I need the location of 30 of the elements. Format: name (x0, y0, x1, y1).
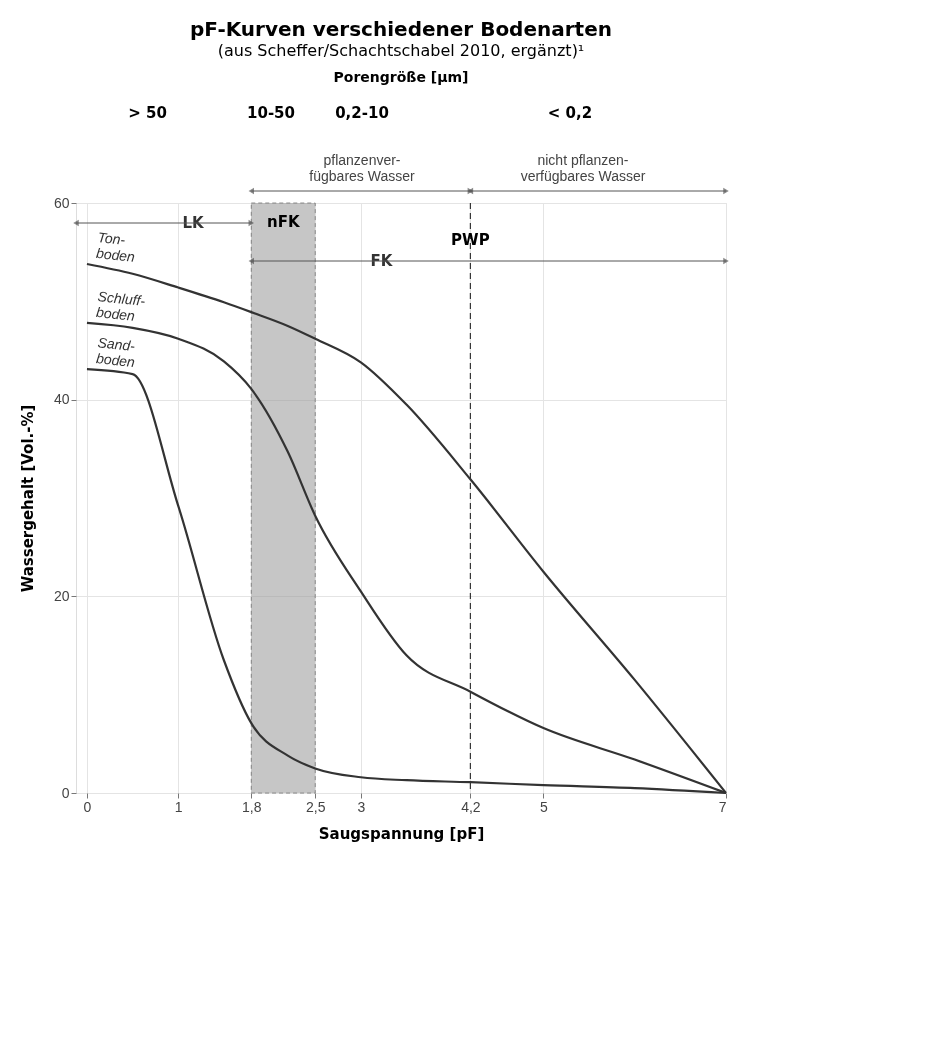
text: < 0,2 (547, 104, 593, 122)
text: 0,2-10 (335, 104, 389, 122)
text: Ton- boden (95, 229, 136, 265)
chart-title: pF-Kurven verschiedener Bodenarten (190, 17, 612, 41)
x-tick-label: 2,5 (305, 798, 326, 815)
y-axis-title: Wassergehalt [Vol.-%] (18, 404, 37, 593)
text: Porengröße [µm] (333, 69, 469, 85)
y-tick-label: 0 (61, 784, 70, 801)
x-tick-label: 3 (357, 798, 366, 815)
text: Schluff- boden (95, 288, 147, 324)
text: 10-50 (247, 104, 295, 122)
y-tick-label: 40 (53, 391, 70, 408)
x-axis-title: Saugspannung [pF] (318, 824, 485, 843)
y-tick-label: 60 (53, 194, 70, 211)
x-tick-label: 1,8 (242, 798, 262, 815)
x-tick-label: 4,2 (461, 798, 481, 815)
ref-line-label: PWP (451, 231, 490, 249)
x-tick-label: 0 (83, 798, 92, 815)
text: pflanzenver- fügbares Wasser (309, 152, 415, 184)
y-tick-label: 20 (53, 587, 70, 604)
annotation: FK (370, 252, 394, 270)
x-tick-label: 7 (718, 798, 727, 815)
text: > 50 (128, 104, 167, 122)
text: Sand- boden (95, 334, 137, 371)
chart-subtitle: (aus Scheffer/Schachtschabel 2010, ergänzt)¹ (217, 41, 585, 60)
band-label: nFK (266, 213, 301, 231)
x-tick-label: 1 (174, 798, 183, 815)
x-tick-label: 5 (540, 798, 549, 815)
annotation: LK (182, 214, 205, 232)
text: nicht pflanzen- verfügbares Wasser (520, 152, 646, 184)
